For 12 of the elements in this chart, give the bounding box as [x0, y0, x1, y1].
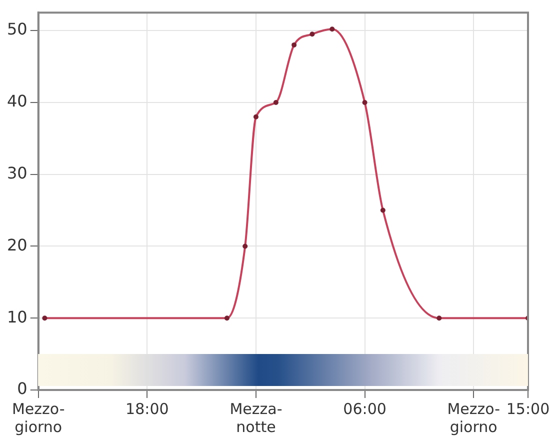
- y-tick-label: 0: [17, 379, 28, 398]
- y-tick-label: 40: [7, 92, 28, 111]
- y-tick-label: 10: [7, 307, 28, 326]
- x-tick-label: Mezzo- giorno: [12, 400, 65, 436]
- x-tick-label: 06:00: [343, 400, 386, 418]
- x-tick-label: Mezza- notte: [230, 400, 282, 436]
- x-tick-label: 15:00: [506, 400, 550, 418]
- y-tick-label: 50: [7, 20, 28, 39]
- y-tick-label: 20: [7, 235, 28, 254]
- y-tick-label: 30: [7, 164, 28, 182]
- x-tick-label: Mezzo- giorno: [447, 400, 500, 436]
- x-tick-label: 18:00: [126, 400, 169, 418]
